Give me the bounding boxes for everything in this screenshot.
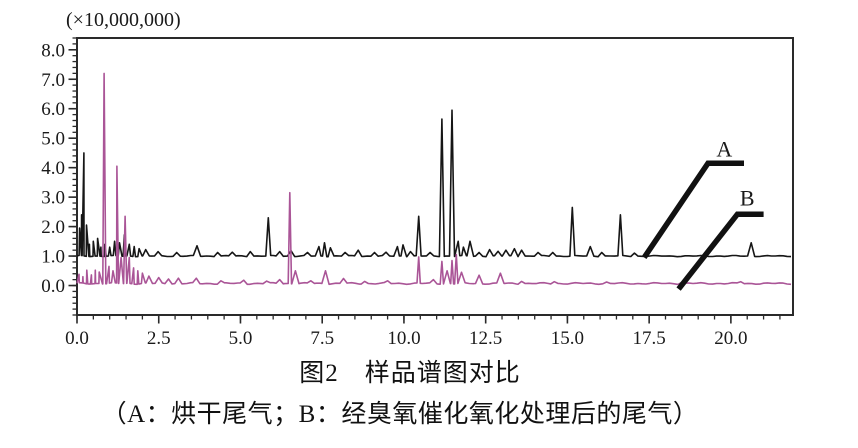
y-tick-label: 4.0: [41, 158, 65, 179]
x-tick-label: 5.0: [229, 328, 253, 349]
y-tick-label: 8.0: [41, 40, 65, 61]
y-tick-label: 1.0: [41, 247, 65, 268]
callout-label-a: A: [716, 136, 732, 161]
x-tick-label: 0.0: [65, 328, 89, 349]
x-tick-label: 7.5: [310, 328, 334, 349]
y-tick-label: 7.0: [41, 70, 65, 91]
x-tick-label: 17.5: [633, 328, 666, 349]
figure-caption: （A：烘干尾气；B：经臭氧催化氧化处理后的尾气）: [101, 401, 699, 428]
chromatogram-plot: 0.0 2.5 5.0 7.5 10.0 12.5 15.0 17.5 20.0 0.0 1.0 2.…: [41, 9, 794, 349]
callout-label-b: B: [740, 185, 755, 210]
y-tick-label: 0.0: [41, 276, 65, 297]
y-tick-label: 6.0: [41, 99, 65, 120]
y-tick-label: 2.0: [41, 217, 65, 238]
trace-b: [76, 72, 792, 286]
x-tick-label: 10.0: [387, 328, 420, 349]
y-tick-label: 5.0: [41, 129, 65, 150]
x-tick-label: 20.0: [714, 328, 747, 349]
plot-border: [76, 37, 794, 316]
x-tick-label: 2.5: [147, 328, 171, 349]
callout-line-b: [676, 211, 764, 291]
figure-title: 图2 样品谱图对比: [299, 360, 521, 387]
trace-a: [76, 109, 792, 258]
callout-line-a: [641, 160, 744, 260]
y-scale-label: (×10,000,000): [66, 9, 181, 31]
x-tick-label: 12.5: [469, 328, 502, 349]
y-tick-label: 3.0: [41, 188, 65, 209]
x-tick-label: 15.0: [551, 328, 584, 349]
